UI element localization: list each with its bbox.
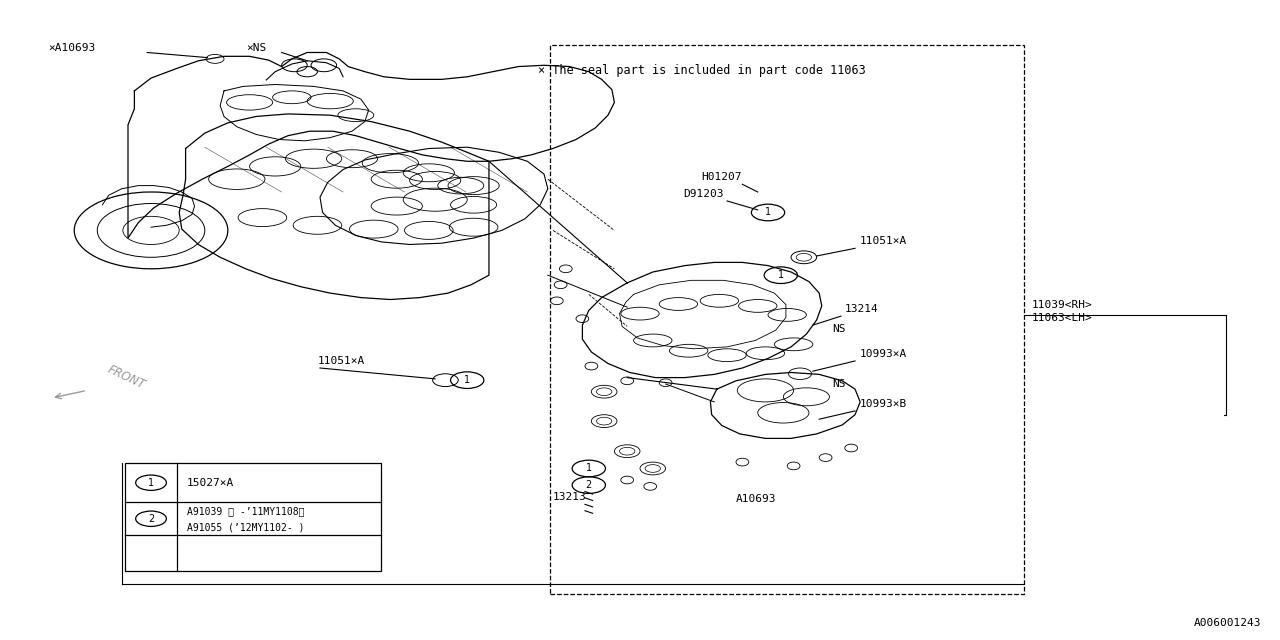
Text: ×A10693: ×A10693: [49, 44, 96, 53]
Text: A10693: A10693: [736, 495, 777, 504]
Text: 11051×A: 11051×A: [860, 237, 908, 246]
Text: 13213: 13213: [553, 493, 586, 502]
Text: A91039 （ -’11MY1108）: A91039 （ -’11MY1108）: [187, 506, 305, 516]
Text: 11039<RH>: 11039<RH>: [1032, 301, 1092, 310]
Text: × The seal part is included in part code 11063: × The seal part is included in part code…: [538, 64, 865, 77]
Text: 1: 1: [465, 375, 470, 385]
Text: 1: 1: [765, 207, 771, 218]
Text: 2: 2: [148, 514, 154, 524]
Text: 13214: 13214: [845, 305, 878, 314]
Text: 1: 1: [148, 477, 154, 488]
Text: A91055 (’12MY1102- ): A91055 (’12MY1102- ): [187, 523, 305, 533]
Text: 1: 1: [778, 270, 783, 280]
Text: D91203: D91203: [684, 189, 724, 199]
Bar: [550, 45, 1024, 594]
Text: 10993×B: 10993×B: [860, 399, 908, 409]
Text: NS: NS: [832, 379, 846, 389]
Text: 11051×A: 11051×A: [317, 356, 365, 365]
Text: ×NS: ×NS: [246, 44, 266, 53]
Text: H01207: H01207: [701, 173, 742, 182]
Text: A006001243: A006001243: [1193, 618, 1261, 628]
Bar: [125, 463, 381, 571]
Text: FRONT: FRONT: [105, 364, 147, 392]
Text: 2: 2: [586, 480, 591, 490]
Text: 1: 1: [586, 463, 591, 474]
Text: 15027×A: 15027×A: [187, 477, 234, 488]
Text: 11063<LH>: 11063<LH>: [1032, 314, 1092, 323]
Text: 10993×A: 10993×A: [860, 349, 908, 359]
Text: NS: NS: [832, 324, 846, 333]
